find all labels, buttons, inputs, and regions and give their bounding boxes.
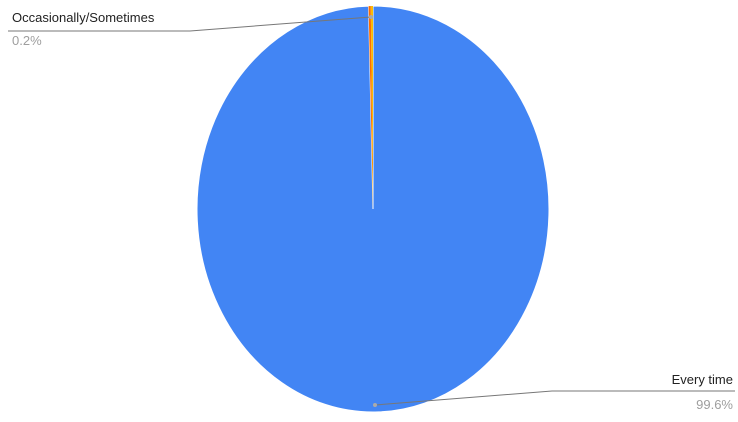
slice-label-every-time: Every time — [672, 372, 733, 387]
slice-label-occasionally: Occasionally/Sometimes — [12, 10, 155, 25]
slice-value-every-time: 99.6% — [696, 397, 733, 412]
callout-layer: Occasionally/Sometimes 0.2% Every time 9… — [8, 10, 735, 412]
pie-slice-slice-2 — [370, 6, 373, 209]
pie-slice-occasionally-sometimes — [368, 6, 373, 210]
slice-value-occasionally: 0.2% — [12, 33, 42, 48]
leader-dot-occasionally — [369, 15, 373, 19]
leader-line-occasionally — [8, 16, 372, 32]
pie-slice-every-time — [196, 5, 550, 413]
leader-dot-every-time — [373, 403, 377, 407]
slices-layer — [196, 5, 550, 413]
leader-line-every-time — [374, 390, 735, 406]
